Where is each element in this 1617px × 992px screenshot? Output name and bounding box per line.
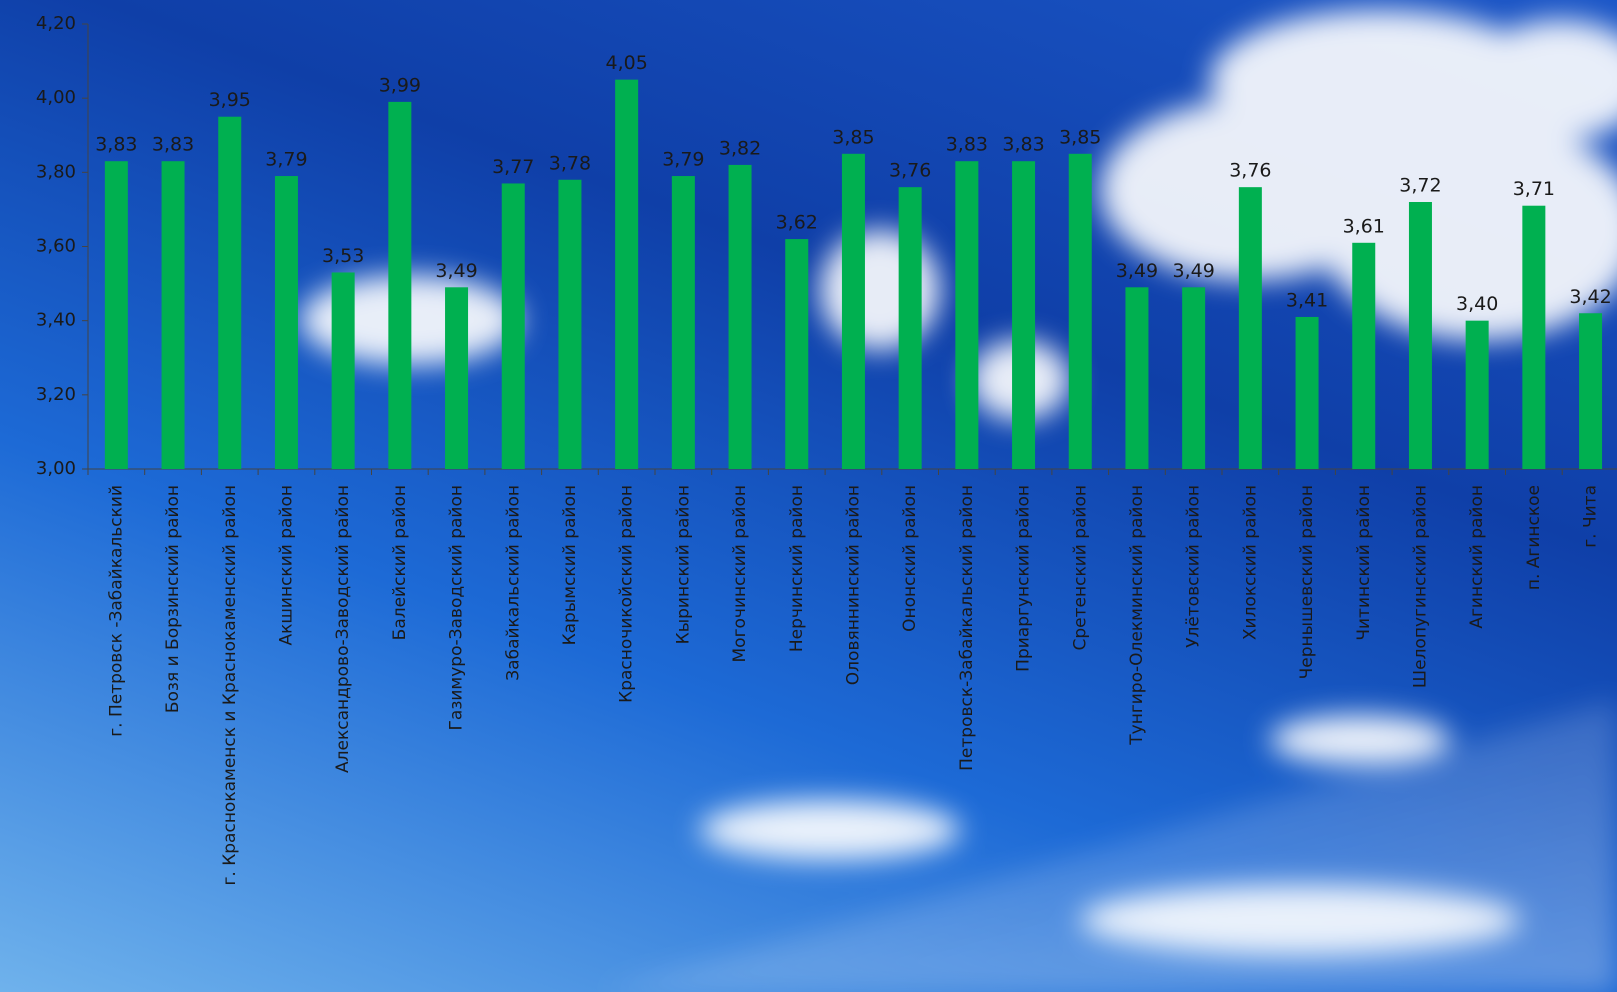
bar [161,161,185,470]
bar [615,79,639,469]
bar [1012,161,1036,470]
value-label: 3,41 [1286,289,1328,311]
x-tick-label: Шелопугинский район [1410,485,1430,688]
x-tick-label: Петровск-Забайкальский район [957,485,977,771]
x-tick-label: Оловяннинский район [843,485,863,685]
value-label: 3,82 [719,137,761,159]
y-tick-label: 3,20 [36,384,76,405]
x-tick-label: г. Чита [1581,485,1601,548]
x-tick-label: Кыринский район [673,485,693,644]
bar [1465,320,1489,469]
bar [1295,316,1319,469]
value-label: 3,42 [1569,286,1611,308]
x-tick-label: Балейский район [390,485,410,640]
bar [1068,153,1092,469]
bar [955,161,979,470]
y-tick-label: 3,60 [36,236,76,257]
value-label: 4,05 [605,52,647,74]
x-tick-label: Читинский район [1354,485,1374,641]
x-tick-label: Нерчинский район [787,485,807,652]
x-tick-label: Агинский район [1467,485,1487,629]
bar [558,179,582,469]
bar [728,164,752,469]
value-label: 3,40 [1456,293,1498,315]
x-tick-label: п. Агинское [1524,485,1544,590]
x-tick-label: Улётовский район [1184,485,1204,648]
value-label: 3,78 [549,152,591,174]
value-label: 3,49 [1116,260,1158,282]
value-label: 3,83 [95,134,137,156]
x-tick-label: Газимуро-Заводский район [447,485,467,730]
x-tick-label: Ононский район [900,485,920,632]
x-tick-label: Тунгиро-Олекминский район [1127,485,1147,746]
value-label: 3,83 [1002,134,1044,156]
value-label: 3,76 [889,160,931,182]
value-label: 3,95 [209,89,251,111]
x-tick-label: г. Краснокаменск и Краснокаменский район [220,485,240,886]
value-label: 3,71 [1513,178,1555,200]
value-label: 3,83 [152,134,194,156]
value-label: 3,79 [662,149,704,171]
value-label: 3,79 [265,149,307,171]
bar [1352,242,1376,469]
bar [1408,202,1432,469]
value-label: 3,99 [379,74,421,96]
x-tick-label: Акшинский район [276,485,296,646]
value-label: 3,72 [1399,175,1441,197]
x-tick-label: Сретенский район [1070,485,1090,650]
x-tick-label: Красночикойский район [617,485,637,703]
x-tick-label: Забайкальский район [503,485,523,681]
x-tick-label: Александрово-Заводский район [333,485,353,773]
y-tick-label: 3,80 [36,161,76,182]
value-label: 3,76 [1229,160,1271,182]
bar [785,239,809,469]
bar [898,187,922,469]
x-tick-label: Хилокский район [1240,485,1260,640]
bar [501,183,525,470]
y-tick-label: 3,00 [36,458,76,479]
bar [1238,187,1262,469]
value-label: 3,85 [1059,126,1101,148]
bar [1125,287,1149,469]
bar [274,176,298,469]
y-tick-label: 4,00 [36,87,76,108]
value-label: 3,49 [435,260,477,282]
value-label: 3,77 [492,156,534,178]
bar [1522,205,1546,470]
y-tick-label: 3,40 [36,310,76,331]
bar [445,287,469,469]
bar [218,116,242,469]
x-tick-label: Могочинский район [730,485,750,663]
bar [104,161,128,470]
bar [841,153,865,469]
x-tick-label: г. Петровск -Забайкальский [106,485,126,737]
x-tick-label: Приаргунский район [1014,485,1034,672]
x-tick-label: Бозя и Борзинский район [163,485,183,713]
value-label: 3,53 [322,245,364,267]
bar [388,101,412,469]
value-label: 3,62 [776,212,818,234]
bar [331,272,355,469]
value-label: 3,85 [832,126,874,148]
x-tick-label: Чернышевский район [1297,485,1317,679]
value-label: 3,61 [1343,215,1385,237]
value-label: 3,49 [1172,260,1214,282]
x-tick-label: Карымский район [560,485,580,645]
bar [1182,287,1206,469]
value-label: 3,83 [946,134,988,156]
y-tick-label: 4,20 [36,13,76,34]
bar [671,176,695,469]
bar [1579,313,1603,469]
